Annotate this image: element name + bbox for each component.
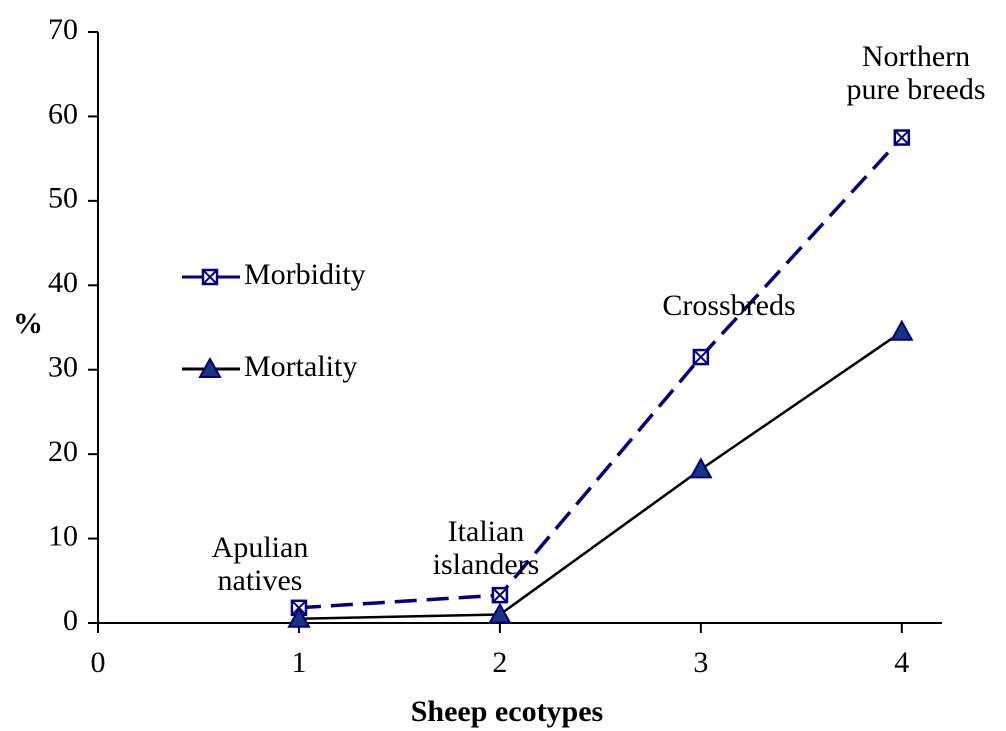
annotation: Italian [448,515,525,548]
annotation: natives [218,564,303,597]
annotation: Crossbreds [662,289,795,322]
marker [201,268,219,286]
marker [198,356,222,378]
marker [491,586,509,604]
legend-label: Mortality [244,350,357,383]
marker [488,602,512,624]
annotation: pure breeds [846,73,985,106]
x-tick-label: 4 [894,646,909,679]
marker [287,606,311,628]
marker [893,129,911,146]
y-tick-label: 0 [63,604,78,637]
x-tick-label: 1 [291,646,306,679]
y-axis-label: % [13,307,43,340]
series-line [298,136,904,610]
y-tick-label: 70 [48,13,78,46]
annotation: Apulian [212,531,309,564]
marker [890,319,914,341]
marker [692,348,710,366]
annotation: Northern [862,40,970,73]
marker [689,457,713,479]
y-tick-label: 30 [48,351,78,384]
x-axis-label: Sheep ecotypes [411,695,603,728]
x-tick-label: 2 [492,646,507,679]
x-tick-label: 3 [693,646,708,679]
y-tick-label: 50 [48,182,78,215]
legend-label: Morbidity [244,258,366,291]
x-tick-label: 0 [91,646,106,679]
series-line [298,330,903,621]
y-tick-label: 40 [48,266,78,299]
y-tick-label: 60 [48,97,78,130]
y-tick-label: 10 [48,519,78,552]
annotation: islanders [433,548,540,581]
y-tick-label: 20 [48,435,78,468]
